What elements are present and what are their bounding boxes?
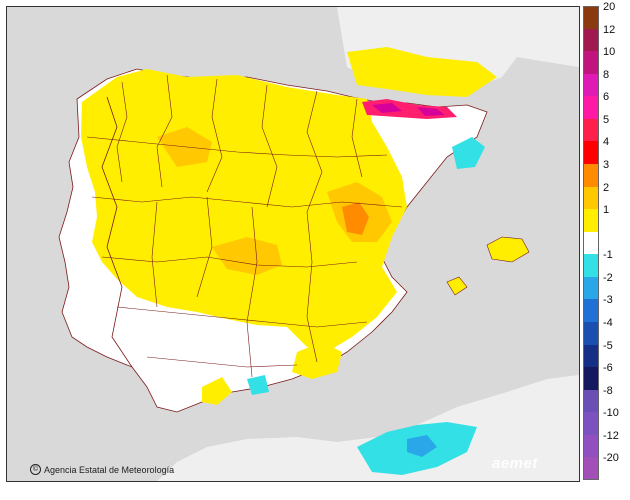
- legend-label: 3: [603, 159, 610, 171]
- anomaly-area-3-4: [342, 202, 369, 235]
- map-frame: [6, 6, 580, 482]
- anomaly-area-south-1: [292, 342, 342, 379]
- legend-label: 6: [603, 91, 610, 104]
- legend-label: 12: [603, 23, 616, 36]
- legend-swatch: [583, 186, 599, 210]
- legend-swatch: [583, 96, 599, 119]
- legend-swatch: [583, 389, 599, 413]
- anomaly-area-france: [347, 47, 497, 97]
- legend-swatch: [583, 209, 599, 232]
- legend-label: -12: [603, 429, 619, 442]
- legend-swatch: [583, 299, 599, 322]
- legend-swatch: [583, 28, 599, 52]
- legend-swatch: [583, 457, 599, 480]
- portugal-border: [101, 96, 133, 368]
- legend-label: -8: [603, 384, 613, 397]
- legend-label: -2: [603, 271, 613, 284]
- legend-swatch: [583, 322, 599, 345]
- legend-label: -10: [603, 407, 619, 420]
- legend-label: 5: [603, 113, 610, 126]
- province-borders: [86, 74, 403, 378]
- legend-label: 1: [603, 204, 610, 217]
- credit-text: Agencia Estatal de Meteorología: [44, 464, 175, 475]
- legend-swatch: [583, 164, 599, 187]
- legend-label: -5: [603, 339, 613, 352]
- legend-label: 4: [603, 136, 610, 149]
- legend-swatch: [583, 434, 599, 458]
- legend-swatch: [583, 141, 599, 164]
- legend-swatch: [583, 276, 599, 300]
- legend-swatch: [583, 367, 599, 390]
- legend-label: 20: [603, 1, 616, 13]
- credit: © Agencia Estatal de Meteorología: [30, 464, 174, 475]
- legend-swatch: [583, 412, 599, 435]
- anomaly-area-neg-south: [247, 375, 269, 395]
- legend-swatch: [583, 344, 599, 368]
- balearic-islands: [446, 236, 530, 296]
- anomaly-area-neg-catalonia: [452, 137, 485, 169]
- anomaly-area-neg-africa-2: [407, 435, 437, 457]
- legend-swatch: [583, 51, 599, 74]
- legend-label: 8: [603, 68, 610, 81]
- legend-label: -1: [603, 249, 613, 262]
- copyright-icon: ©: [30, 464, 41, 475]
- legend-label: -3: [603, 294, 613, 307]
- legend-label: 2: [603, 181, 610, 194]
- africa-landmass: [157, 375, 579, 481]
- legend-swatch: [583, 254, 599, 277]
- color-legend: 20 12 10 8 6 5 4 3 2 1 -1 -2 -3 -4 -5 -6 -8 -10 -12 -20: [583, 1, 630, 480]
- legend-label: -6: [603, 362, 613, 375]
- anomaly-area-pyrenees-core: [372, 103, 445, 116]
- legend-swatch: [583, 6, 599, 29]
- legend-swatch: [583, 73, 599, 97]
- legend-swatch: [583, 231, 599, 255]
- temperature-anomaly-map: [7, 7, 579, 481]
- watermark: aemet: [492, 455, 538, 472]
- legend-label: -20: [603, 452, 619, 465]
- anomaly-area-south-2: [202, 377, 232, 405]
- legend-label: 10: [603, 46, 616, 59]
- legend-label: -4: [603, 317, 613, 329]
- legend-swatch: [583, 118, 599, 142]
